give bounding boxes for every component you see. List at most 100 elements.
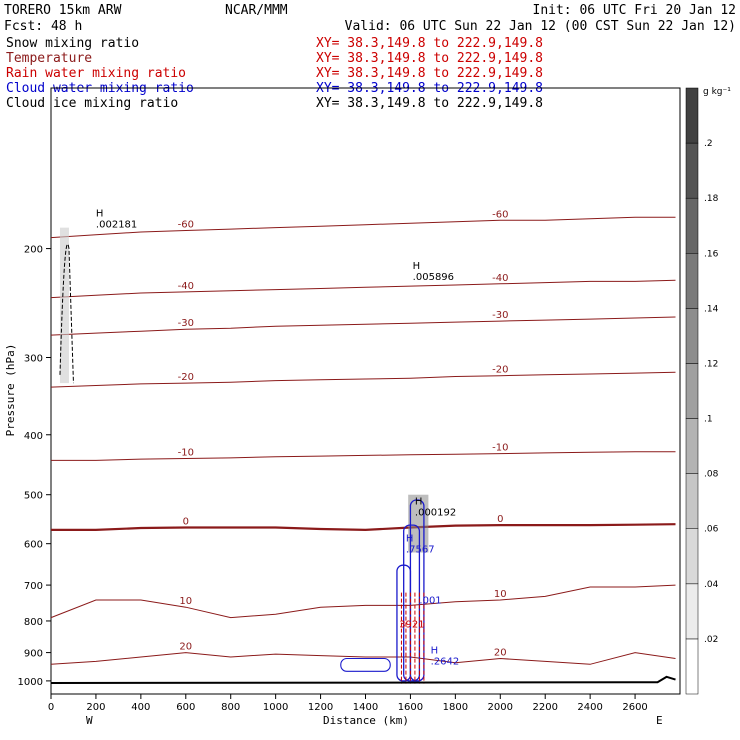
temperature-contour--60: [50, 216, 676, 239]
contour-label: -40: [178, 281, 194, 292]
field-rain-xy: XY= 38.3,149.8 to 222.9,149.8: [316, 66, 543, 81]
terrain-line: [50, 675, 676, 685]
y-axis-ticks: 200 300 400 500 600 700 800 900 1000: [18, 245, 51, 688]
contour-label: 20: [494, 647, 507, 658]
colorbar-segment: [685, 197, 699, 254]
x-tick-label: 2000: [488, 702, 513, 713]
colorbar-segment: [685, 253, 699, 309]
colorbar-tick-label: .12: [704, 359, 718, 369]
x-tick-label: 400: [131, 702, 150, 713]
colorbar-segment: [685, 528, 699, 585]
colorbar-tick-label: .18: [704, 194, 719, 204]
snow-shading: [59, 227, 69, 384]
y-tick-label: 600: [24, 540, 43, 551]
temperature-contour--40: [50, 279, 676, 299]
cloud-water-contour: [409, 499, 425, 682]
contour-label: 0: [183, 517, 189, 528]
org-label: NCAR/MMM: [225, 3, 288, 18]
x-axis-ticks: 0 200 400 600 800 1000 1200 1400 1600 1800 2000 220…: [48, 694, 648, 713]
temperature-contour-10: [50, 584, 676, 619]
colorbar-segment: [685, 638, 699, 695]
temperature-contour--10: [51, 451, 676, 461]
x-tick-label: 1400: [353, 702, 378, 713]
temperature-contour--30: [50, 316, 676, 336]
colorbar-tick-label: .14: [704, 304, 719, 314]
extremum-value: .7567: [406, 544, 435, 555]
model-title: TORERO 15km ARW: [4, 3, 122, 18]
colorbar-segment: [685, 583, 699, 640]
colorbar-tick-label: .08: [704, 470, 719, 480]
y-tick-label: 900: [24, 649, 43, 660]
colorbar: .02 .04 .06 .08 .1 .12 .14 .16 .18 .2: [685, 87, 719, 695]
colorbar-segment: [685, 87, 699, 144]
x-tick-label: 0: [48, 702, 54, 713]
extremum-marker: H: [406, 533, 414, 544]
forecast-hour: Fcst: 48 h: [4, 19, 82, 34]
x-tick-label: 2600: [622, 702, 647, 713]
x-tick-label: 1800: [443, 702, 468, 713]
colorbar-segment: [685, 308, 699, 364]
west-label: W: [86, 714, 93, 727]
contour-label: -20: [178, 372, 194, 383]
colorbar-unit: g kg⁻¹: [703, 87, 731, 97]
x-tick-label: 1200: [308, 702, 333, 713]
snow-contour: [59, 243, 74, 384]
east-label: E: [656, 714, 663, 727]
temperature-contours: [50, 216, 676, 665]
contour-label: -30: [178, 318, 194, 329]
cloud-water-contour: [340, 657, 391, 672]
contour-label: -10: [178, 448, 194, 459]
colorbar-tick-label: .1: [704, 415, 713, 425]
contour-label: -10: [492, 443, 508, 454]
valid-time: Valid: 06 UTC Sun 22 Jan 12 (00 CST Sun …: [345, 19, 736, 34]
field-rain: Rain water mixing ratio: [6, 66, 186, 81]
extremum-marker: H: [415, 496, 423, 507]
x-tick-label: 1600: [398, 702, 423, 713]
extremum-value: 3921: [399, 620, 424, 631]
y-tick-label: 1000: [18, 677, 43, 688]
field-temperature-xy: XY= 38.3,149.8 to 222.9,149.8: [316, 51, 543, 66]
x-tick-label: 2400: [577, 702, 602, 713]
extremum-marker: H: [413, 261, 421, 272]
colorbar-tick-label: .04: [704, 580, 719, 590]
colorbar-tick-label: .02: [704, 635, 718, 645]
contour-label: -40: [492, 273, 508, 284]
x-tick-label: 800: [221, 702, 240, 713]
temperature-contour-20: [50, 652, 676, 665]
temperature-contour-0: [51, 523, 676, 532]
field-cloud-ice-xy: XY= 38.3,149.8 to 222.9,149.8: [316, 96, 543, 111]
y-tick-label: 700: [24, 581, 43, 592]
cloud-water-contour: [403, 524, 421, 682]
y-tick-label: 500: [24, 491, 43, 502]
y-tick-label: 200: [24, 245, 43, 256]
y-tick-label: 400: [24, 431, 43, 442]
colorbar-tick-label: .2: [704, 139, 713, 149]
contour-label: 10: [494, 589, 507, 600]
colorbar-segment: [685, 473, 699, 529]
contour-label: -60: [178, 220, 194, 231]
colorbar-tick-label: .16: [704, 249, 719, 259]
contour-label: 0: [497, 514, 503, 525]
colorbar-segment: [685, 142, 699, 199]
plot-frame: [50, 87, 681, 695]
temperature-contour--20: [50, 371, 676, 388]
field-temperature: Temperature: [6, 51, 92, 66]
extremum-marker: H: [431, 645, 439, 656]
field-cloud-ice: Cloud ice mixing ratio: [6, 96, 178, 111]
field-snow: Snow mixing ratio: [6, 36, 139, 51]
x-axis-label: Distance (km): [323, 714, 409, 727]
extremum-marker: H: [96, 209, 104, 220]
x-tick-label: 600: [176, 702, 195, 713]
extremum-value: .001: [419, 596, 441, 607]
colorbar-segment: [685, 418, 699, 474]
colorbar-tick-label: .06: [704, 525, 719, 535]
extremum-value: .000192: [415, 507, 456, 518]
contour-label: -20: [492, 365, 508, 376]
contour-labels: -60 -60 -40 -40 -30 -30 -20 -20 -10 -10 0 0 10 10 20 20…: [96, 209, 509, 668]
y-axis-label: Pressure (hPa): [4, 344, 17, 437]
hydrometeor-features: [50, 227, 676, 685]
contour-label: 20: [179, 642, 192, 653]
extremum-value: .002181: [96, 220, 137, 231]
x-tick-label: 1000: [263, 702, 288, 713]
extremum-value: .2642: [431, 656, 460, 667]
